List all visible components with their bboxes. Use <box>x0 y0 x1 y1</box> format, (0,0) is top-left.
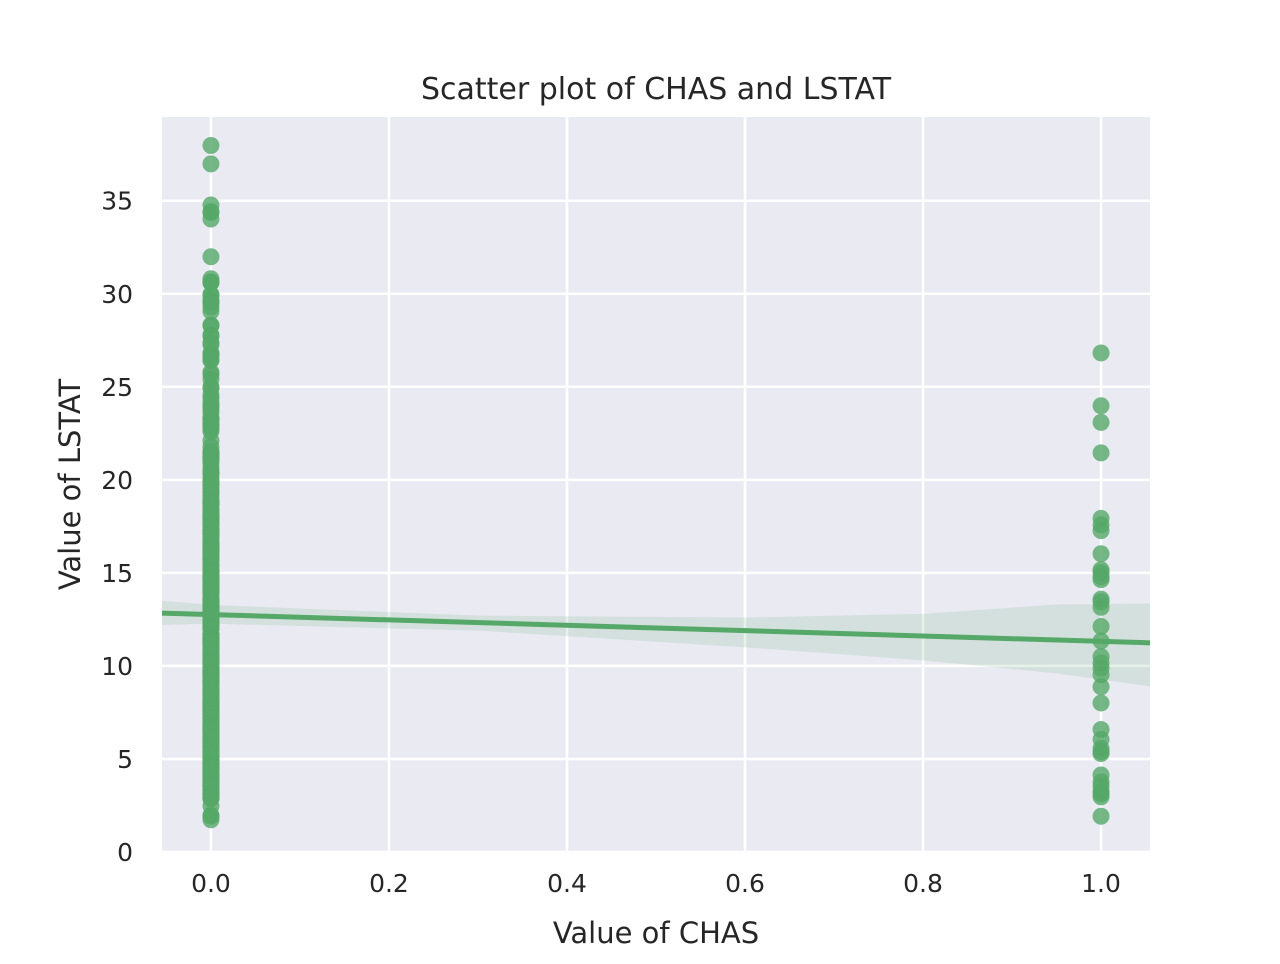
regression-line <box>161 610 1151 646</box>
tick-labels: 0.0 0.2 0.4 0.6 0.8 1.0 0 5 10 15 20 25 30 35 <box>101 187 1121 898</box>
data-point <box>1092 807 1110 825</box>
y-tick-label: 30 <box>101 280 133 309</box>
data-point <box>1092 666 1110 684</box>
data-point <box>202 351 220 369</box>
y-tick-label: 0 <box>117 838 133 867</box>
data-point <box>1092 745 1110 763</box>
x-tick-label: 1.0 <box>1081 869 1121 898</box>
data-point <box>202 248 220 266</box>
data-point <box>1092 617 1110 635</box>
y-tick-label: 5 <box>117 745 133 774</box>
data-point <box>202 302 220 320</box>
data-point <box>202 811 220 829</box>
x-tick-label: 0.2 <box>369 869 409 898</box>
data-point <box>1092 344 1110 362</box>
data-point <box>1092 545 1110 563</box>
data-point <box>1092 678 1110 696</box>
data-point <box>1092 788 1110 806</box>
x-tick-label: 0.0 <box>191 869 231 898</box>
data-point <box>1092 598 1110 616</box>
data-point <box>1092 444 1110 462</box>
y-tick-label: 25 <box>101 373 133 402</box>
chart-title: Scatter plot of CHAS and LSTAT <box>421 72 892 107</box>
data-point <box>202 155 220 173</box>
y-tick-label: 15 <box>101 559 133 588</box>
data-point <box>202 210 220 228</box>
plot-area <box>162 117 1150 852</box>
data-point <box>1092 571 1110 589</box>
x-tick-label: 0.6 <box>725 869 765 898</box>
grid-lines <box>162 117 1150 854</box>
y-tick-label: 20 <box>101 466 133 495</box>
data-point <box>202 136 220 154</box>
y-tick-label: 35 <box>101 187 133 216</box>
data-point <box>1092 397 1110 415</box>
x-axis-label: Value of CHAS <box>553 916 759 950</box>
y-tick-label: 10 <box>101 652 133 681</box>
x-tick-label: 0.8 <box>903 869 943 898</box>
data-point <box>1092 694 1110 712</box>
y-axis-label: Value of LSTAT <box>53 379 87 591</box>
data-point <box>1092 522 1110 540</box>
data-points <box>202 136 1110 829</box>
data-point <box>1092 413 1110 431</box>
x-tick-label: 0.4 <box>547 869 587 898</box>
regression-line-layer <box>161 610 1151 646</box>
